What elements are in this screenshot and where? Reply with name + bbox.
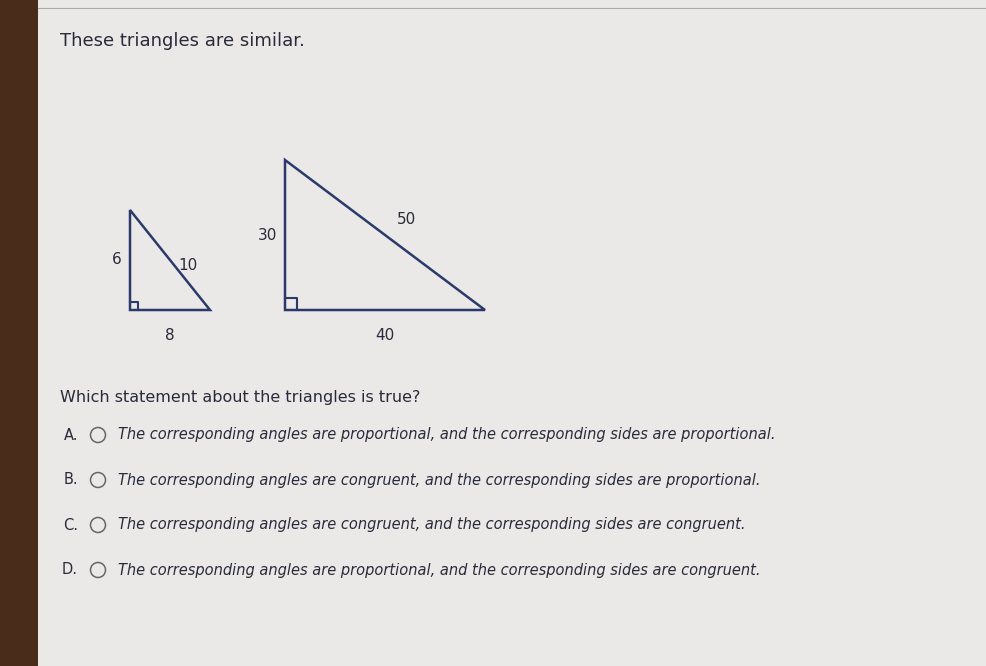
Text: 6: 6 xyxy=(112,252,122,268)
Text: Which statement about the triangles is true?: Which statement about the triangles is t… xyxy=(60,390,420,405)
Text: The corresponding angles are congruent, and the corresponding sides are proporti: The corresponding angles are congruent, … xyxy=(118,472,760,488)
Text: A.: A. xyxy=(63,428,78,442)
Text: These triangles are similar.: These triangles are similar. xyxy=(60,32,305,50)
Text: 30: 30 xyxy=(257,228,277,242)
Text: 8: 8 xyxy=(166,328,175,343)
Text: The corresponding angles are congruent, and the corresponding sides are congruen: The corresponding angles are congruent, … xyxy=(118,517,745,533)
Text: 40: 40 xyxy=(376,328,394,343)
Text: C.: C. xyxy=(63,517,78,533)
Text: The corresponding angles are proportional, and the corresponding sides are propo: The corresponding angles are proportiona… xyxy=(118,428,776,442)
Text: D.: D. xyxy=(62,563,78,577)
Text: 50: 50 xyxy=(397,212,416,228)
Text: B.: B. xyxy=(63,472,78,488)
Text: The corresponding angles are proportional, and the corresponding sides are congr: The corresponding angles are proportiona… xyxy=(118,563,760,577)
Text: 10: 10 xyxy=(178,258,197,272)
Bar xyxy=(0,0,38,666)
